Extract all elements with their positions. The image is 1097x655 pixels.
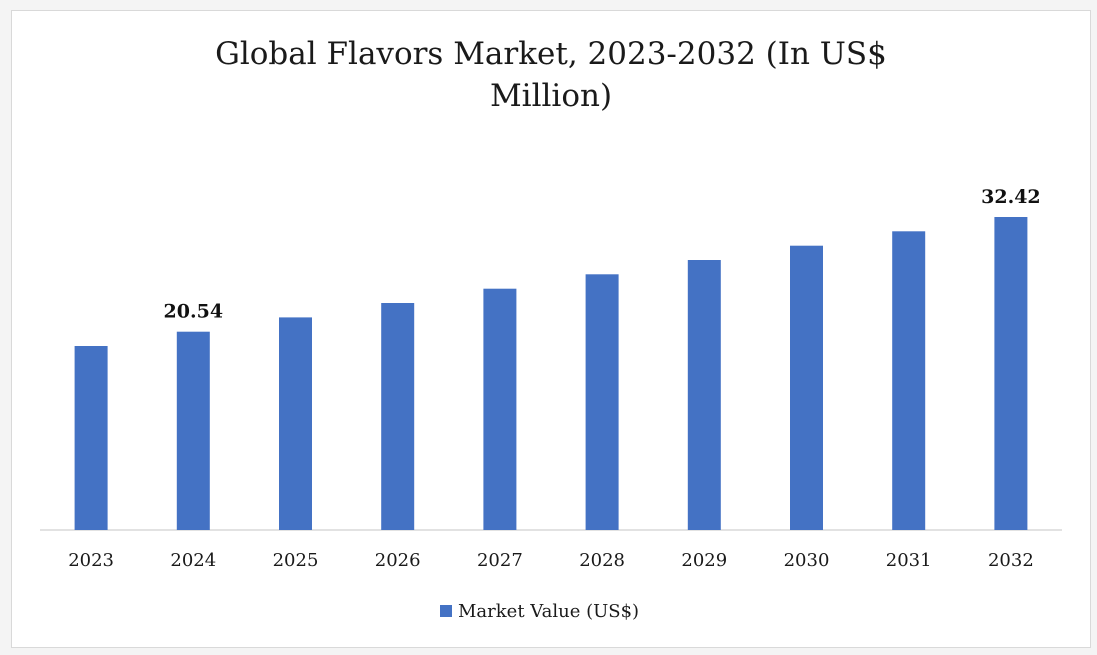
bar-2025 xyxy=(279,317,312,530)
x-tick-2028: 2028 xyxy=(579,550,625,571)
x-tick-2025: 2025 xyxy=(273,550,319,571)
x-tick-2024: 2024 xyxy=(170,550,216,571)
x-tick-2026: 2026 xyxy=(375,550,421,571)
bar-2031 xyxy=(892,231,926,531)
x-tick-2032: 2032 xyxy=(988,550,1034,571)
chart-title-line-1: Global Flavors Market, 2023-2032 (In US$ xyxy=(215,36,887,72)
bar-2024 xyxy=(176,331,210,530)
data-labels: 20.54 32.42 xyxy=(164,186,1041,323)
legend-entry-market-value: Market Value (US$) xyxy=(458,601,639,622)
bar-2026 xyxy=(381,303,415,530)
bar-2028 xyxy=(585,274,619,530)
bar-2029 xyxy=(687,260,721,530)
bar-2032 xyxy=(994,217,1028,530)
bar-2030 xyxy=(790,245,823,530)
chart-title: Global Flavors Market, 2023-2032 (In US$… xyxy=(215,36,887,114)
chart-title-line-2: Million) xyxy=(490,78,612,114)
x-axis-ticks: 2023 2024 2025 2026 2027 2028 2029 2030 2031 2032 xyxy=(68,550,1034,571)
bar-series xyxy=(74,217,1028,531)
x-tick-2029: 2029 xyxy=(681,550,727,571)
x-tick-2031: 2031 xyxy=(886,550,932,571)
legend-swatch xyxy=(440,605,452,617)
x-tick-2030: 2030 xyxy=(784,550,830,571)
data-label-2032: 32.42 xyxy=(981,186,1041,208)
bar-2023 xyxy=(74,346,108,530)
x-tick-2027: 2027 xyxy=(477,550,523,571)
legend: Market Value (US$) xyxy=(440,601,639,622)
bar-2027 xyxy=(483,288,517,530)
data-label-2024: 20.54 xyxy=(164,301,224,323)
x-tick-2023: 2023 xyxy=(68,550,114,571)
